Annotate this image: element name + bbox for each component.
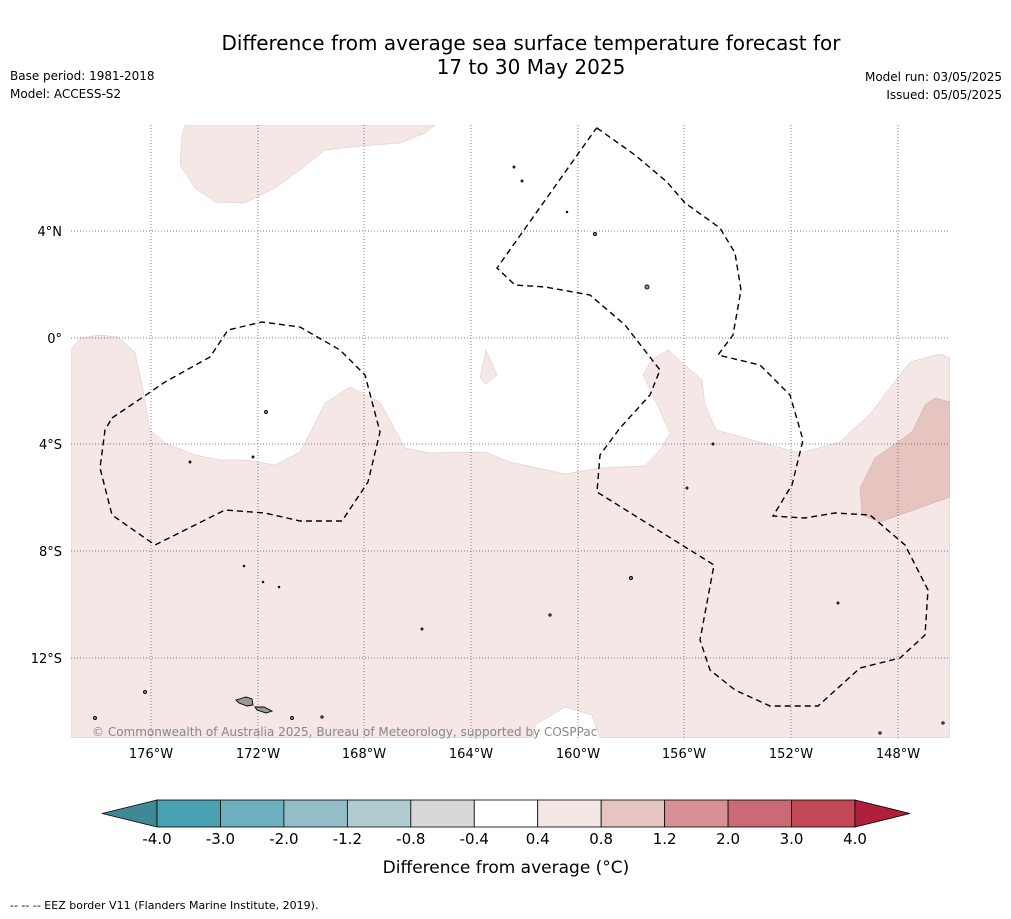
- colorbar-label: Difference from average (°C): [383, 858, 630, 878]
- colorbar-segment: [346, 799, 412, 828]
- eez-borders: [99, 127, 929, 707]
- colorbar-tick-label: 2.0: [716, 830, 740, 848]
- colorbar-tick-label: 3.0: [780, 830, 804, 848]
- colorbar-tick-label: 0.4: [526, 830, 550, 848]
- footer-note: -- -- -- EEZ border V11 (Flanders Marine…: [10, 899, 319, 912]
- colorbar-tick-label: -0.4: [460, 830, 489, 848]
- lat-label: 0°: [47, 332, 62, 347]
- colorbar-tick-label: 4.0: [843, 830, 867, 848]
- lat-label: 8°S: [39, 545, 62, 560]
- colorbar-extension-low: [101, 799, 158, 828]
- colorbar-tick-label: -2.0: [269, 830, 298, 848]
- graticule: [71, 125, 950, 738]
- lon-label: 156°W: [662, 747, 706, 762]
- lat-label: 4°N: [38, 225, 63, 240]
- anomaly-region-main: [71, 334, 950, 738]
- model-name: Model: ACCESS-S2: [10, 87, 122, 101]
- title-line-1: Difference from average sea surface temp…: [221, 31, 841, 55]
- map-panel: [71, 125, 950, 738]
- colorbar-tick-label: 1.2: [653, 830, 677, 848]
- lon-axis-labels: 176°W 172°W 168°W 164°W 160°W 156°W 152°…: [129, 747, 920, 762]
- lon-label: 152°W: [769, 747, 813, 762]
- base-period: Base period: 1981-2018: [10, 69, 155, 83]
- title-line-2: 17 to 30 May 2025: [436, 55, 626, 79]
- colorbar-tick-label: -0.8: [396, 830, 425, 848]
- anomaly-region-warm: [859, 397, 950, 523]
- anomaly-region-north: [179, 125, 436, 204]
- colorbar: -4.0 -3.0 -2.0 -1.2 -0.8 -0.4 0.4 0.8 1.2 2.0 3.0 4…: [101, 799, 911, 848]
- lon-label: 176°W: [129, 747, 173, 762]
- lon-label: 164°W: [449, 747, 493, 762]
- lon-label: 160°W: [556, 747, 600, 762]
- islands: [93, 165, 945, 735]
- meta-right: Model run: 03/05/2025 Issued: 05/05/2025: [865, 68, 1002, 104]
- meta-left: Base period: 1981-2018 Model: ACCESS-S2: [10, 67, 155, 103]
- lat-label: 4°S: [39, 438, 62, 453]
- colorbar-segment: [664, 799, 729, 828]
- island-samoa-savaii: [235, 696, 254, 707]
- colorbar-segment: [600, 799, 666, 828]
- colorbar-extension-high: [854, 799, 911, 828]
- colorbar-segment: [791, 799, 856, 828]
- anomaly-region-small: [479, 349, 498, 385]
- colorbar-tick-label: -4.0: [142, 830, 171, 848]
- colorbar-segment: [156, 799, 221, 828]
- colorbar-tick-label: -3.0: [206, 830, 235, 848]
- lat-axis-labels: 4°N 0° 4°S 8°S 12°S: [31, 225, 62, 667]
- colorbar-segment: [220, 799, 285, 828]
- colorbar-segment: [410, 799, 475, 828]
- colorbar-segment: [473, 799, 539, 828]
- colorbar-tick-label: -1.2: [333, 830, 362, 848]
- colorbar-segment: [283, 799, 348, 828]
- lon-label: 172°W: [236, 747, 280, 762]
- lon-label: 168°W: [342, 747, 386, 762]
- lon-label: 148°W: [876, 747, 920, 762]
- colorbar-segment: [727, 799, 792, 828]
- colorbar-segment: [537, 799, 602, 828]
- map-title: Difference from average sea surface temp…: [0, 31, 1011, 79]
- colorbar-tick-label: 0.8: [589, 830, 613, 848]
- model-run: Model run: 03/05/2025: [864, 70, 1002, 84]
- island-samoa-upolu: [254, 706, 274, 714]
- issued-date: Issued: 05/05/2025: [886, 88, 1002, 102]
- eez-border-tokelau: [99, 321, 381, 546]
- copyright-notice: © Commonwealth of Australia 2025, Bureau…: [92, 725, 597, 739]
- lat-label: 12°S: [31, 652, 62, 667]
